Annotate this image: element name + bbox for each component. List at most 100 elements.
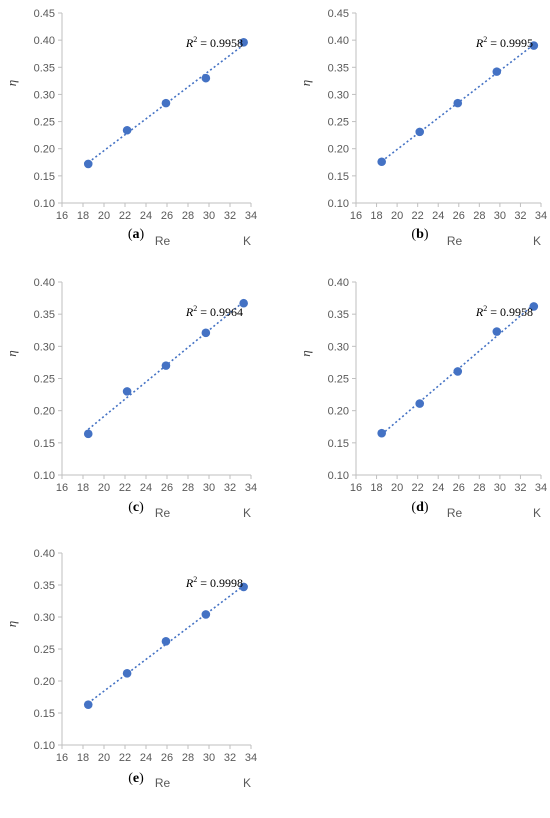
r-squared-exponent: 2	[193, 575, 197, 584]
r-squared-value: = 0.9958	[487, 305, 533, 319]
chart-panel-d: 0.10 0.15 0.20 0.25 0.30 0.35 0.40 16 18 20 22 24 26…	[298, 277, 547, 520]
panel-caption: (d)	[411, 500, 428, 515]
x-tick-label: 20	[98, 210, 110, 222]
y-tick-label: 0.40	[34, 277, 55, 289]
data-point	[122, 669, 132, 678]
y-axis-label: η	[4, 80, 19, 86]
y-tick-label: 0.20	[34, 144, 55, 156]
x-tick-label: 16	[56, 210, 68, 222]
data-point	[201, 73, 211, 83]
r-squared-value: = 0.9964	[197, 305, 243, 319]
x-tick-label: 22	[412, 210, 424, 222]
data-point	[453, 98, 463, 108]
x-tick-label: 26	[161, 210, 173, 222]
data-point	[161, 361, 171, 370]
trendline	[87, 584, 245, 704]
x-tick-label: 16	[350, 482, 362, 494]
x-tick-label: 30	[494, 482, 506, 494]
x-tick-label: 32	[514, 210, 526, 222]
y-tick-label: 0.35	[34, 309, 55, 321]
y-tick-label: 0.15	[328, 438, 349, 450]
x-axis-label: Re	[155, 506, 171, 520]
data-point	[415, 399, 425, 408]
r-squared-exponent: 2	[483, 35, 487, 44]
x-tick-label: 32	[224, 210, 236, 222]
y-tick-label: 0.10	[34, 470, 55, 482]
x-tick-label: 26	[453, 210, 465, 222]
x-tick-label: 20	[391, 482, 403, 494]
y-tick-label: 0.30	[328, 341, 349, 353]
y-axis-label: η	[298, 350, 313, 356]
x-tick-label: 28	[182, 210, 194, 222]
x-tick-label: 24	[140, 210, 152, 222]
panel-label: b	[416, 227, 424, 242]
r-squared-value: = 0.9958	[197, 36, 243, 50]
r-squared-value: = 0.9995	[487, 36, 533, 50]
x-tick-label: 20	[98, 482, 110, 494]
x-tick-label: 34	[245, 752, 257, 764]
x-tick-label: 16	[56, 752, 68, 764]
y-tick-label: 0.25	[34, 644, 55, 656]
x-axis-unit: K	[533, 506, 541, 520]
y-tick-label: 0.45	[34, 8, 55, 20]
x-tick-label: 22	[119, 210, 131, 222]
r-squared-symbol: R	[475, 36, 484, 50]
r-squared-symbol: R	[185, 576, 194, 590]
y-tick-label: 0.35	[34, 580, 55, 592]
x-tick-label: 24	[140, 482, 152, 494]
x-tick-label: 28	[182, 752, 194, 764]
x-axis-label: Re	[447, 234, 463, 248]
x-axis-label: Re	[155, 776, 171, 790]
r-squared-exponent: 2	[193, 35, 197, 44]
x-tick-label: 30	[203, 482, 215, 494]
x-axis-unit: K	[533, 234, 541, 248]
y-tick-label: 0.30	[34, 341, 55, 353]
panel-caption: (c)	[128, 500, 144, 515]
y-tick-label: 0.25	[328, 117, 349, 129]
x-tick-label: 28	[182, 482, 194, 494]
y-tick-label: 0.10	[328, 198, 349, 210]
x-tick-label: 24	[432, 210, 444, 222]
r-squared-exponent: 2	[193, 304, 197, 313]
x-tick-label: 26	[453, 482, 465, 494]
x-tick-label: 34	[245, 210, 257, 222]
x-tick-label: 30	[203, 752, 215, 764]
x-tick-label: 32	[224, 482, 236, 494]
panel-caption: (a)	[128, 227, 145, 242]
data-point	[201, 610, 211, 619]
panel-caption: (e)	[128, 771, 144, 786]
x-axis-unit: K	[243, 234, 251, 248]
data-point	[529, 302, 539, 311]
y-tick-label: 0.10	[34, 740, 55, 752]
y-tick-label: 0.15	[34, 438, 55, 450]
y-tick-label: 0.35	[328, 62, 349, 74]
x-axis-unit: K	[243, 506, 251, 520]
data-point	[122, 125, 132, 135]
x-tick-label: 18	[370, 482, 382, 494]
panel-caption: (b)	[411, 227, 428, 242]
x-tick-label: 18	[77, 210, 89, 222]
data-point	[239, 298, 248, 308]
y-tick-label: 0.30	[328, 89, 349, 101]
panel-label: e	[133, 771, 139, 786]
x-tick-label: 24	[140, 752, 152, 764]
x-axis-unit: K	[243, 776, 251, 790]
x-axis-label: Re	[155, 234, 171, 248]
data-point	[83, 159, 93, 169]
x-tick-label: 34	[535, 482, 547, 494]
y-tick-label: 0.15	[328, 171, 349, 183]
x-tick-label: 32	[224, 752, 236, 764]
data-point	[83, 700, 93, 709]
y-axis-label: η	[4, 621, 19, 627]
r-squared-annotation: R2 = 0.9964	[185, 304, 243, 319]
r-squared-annotation: R2 = 0.9995	[475, 35, 533, 50]
y-tick-label: 0.40	[34, 548, 55, 560]
x-tick-label: 22	[119, 482, 131, 494]
y-tick-label: 0.10	[34, 198, 55, 210]
x-tick-label: 18	[370, 210, 382, 222]
data-point	[377, 157, 386, 167]
y-axis-label: η	[298, 80, 313, 86]
x-tick-label: 26	[161, 482, 173, 494]
